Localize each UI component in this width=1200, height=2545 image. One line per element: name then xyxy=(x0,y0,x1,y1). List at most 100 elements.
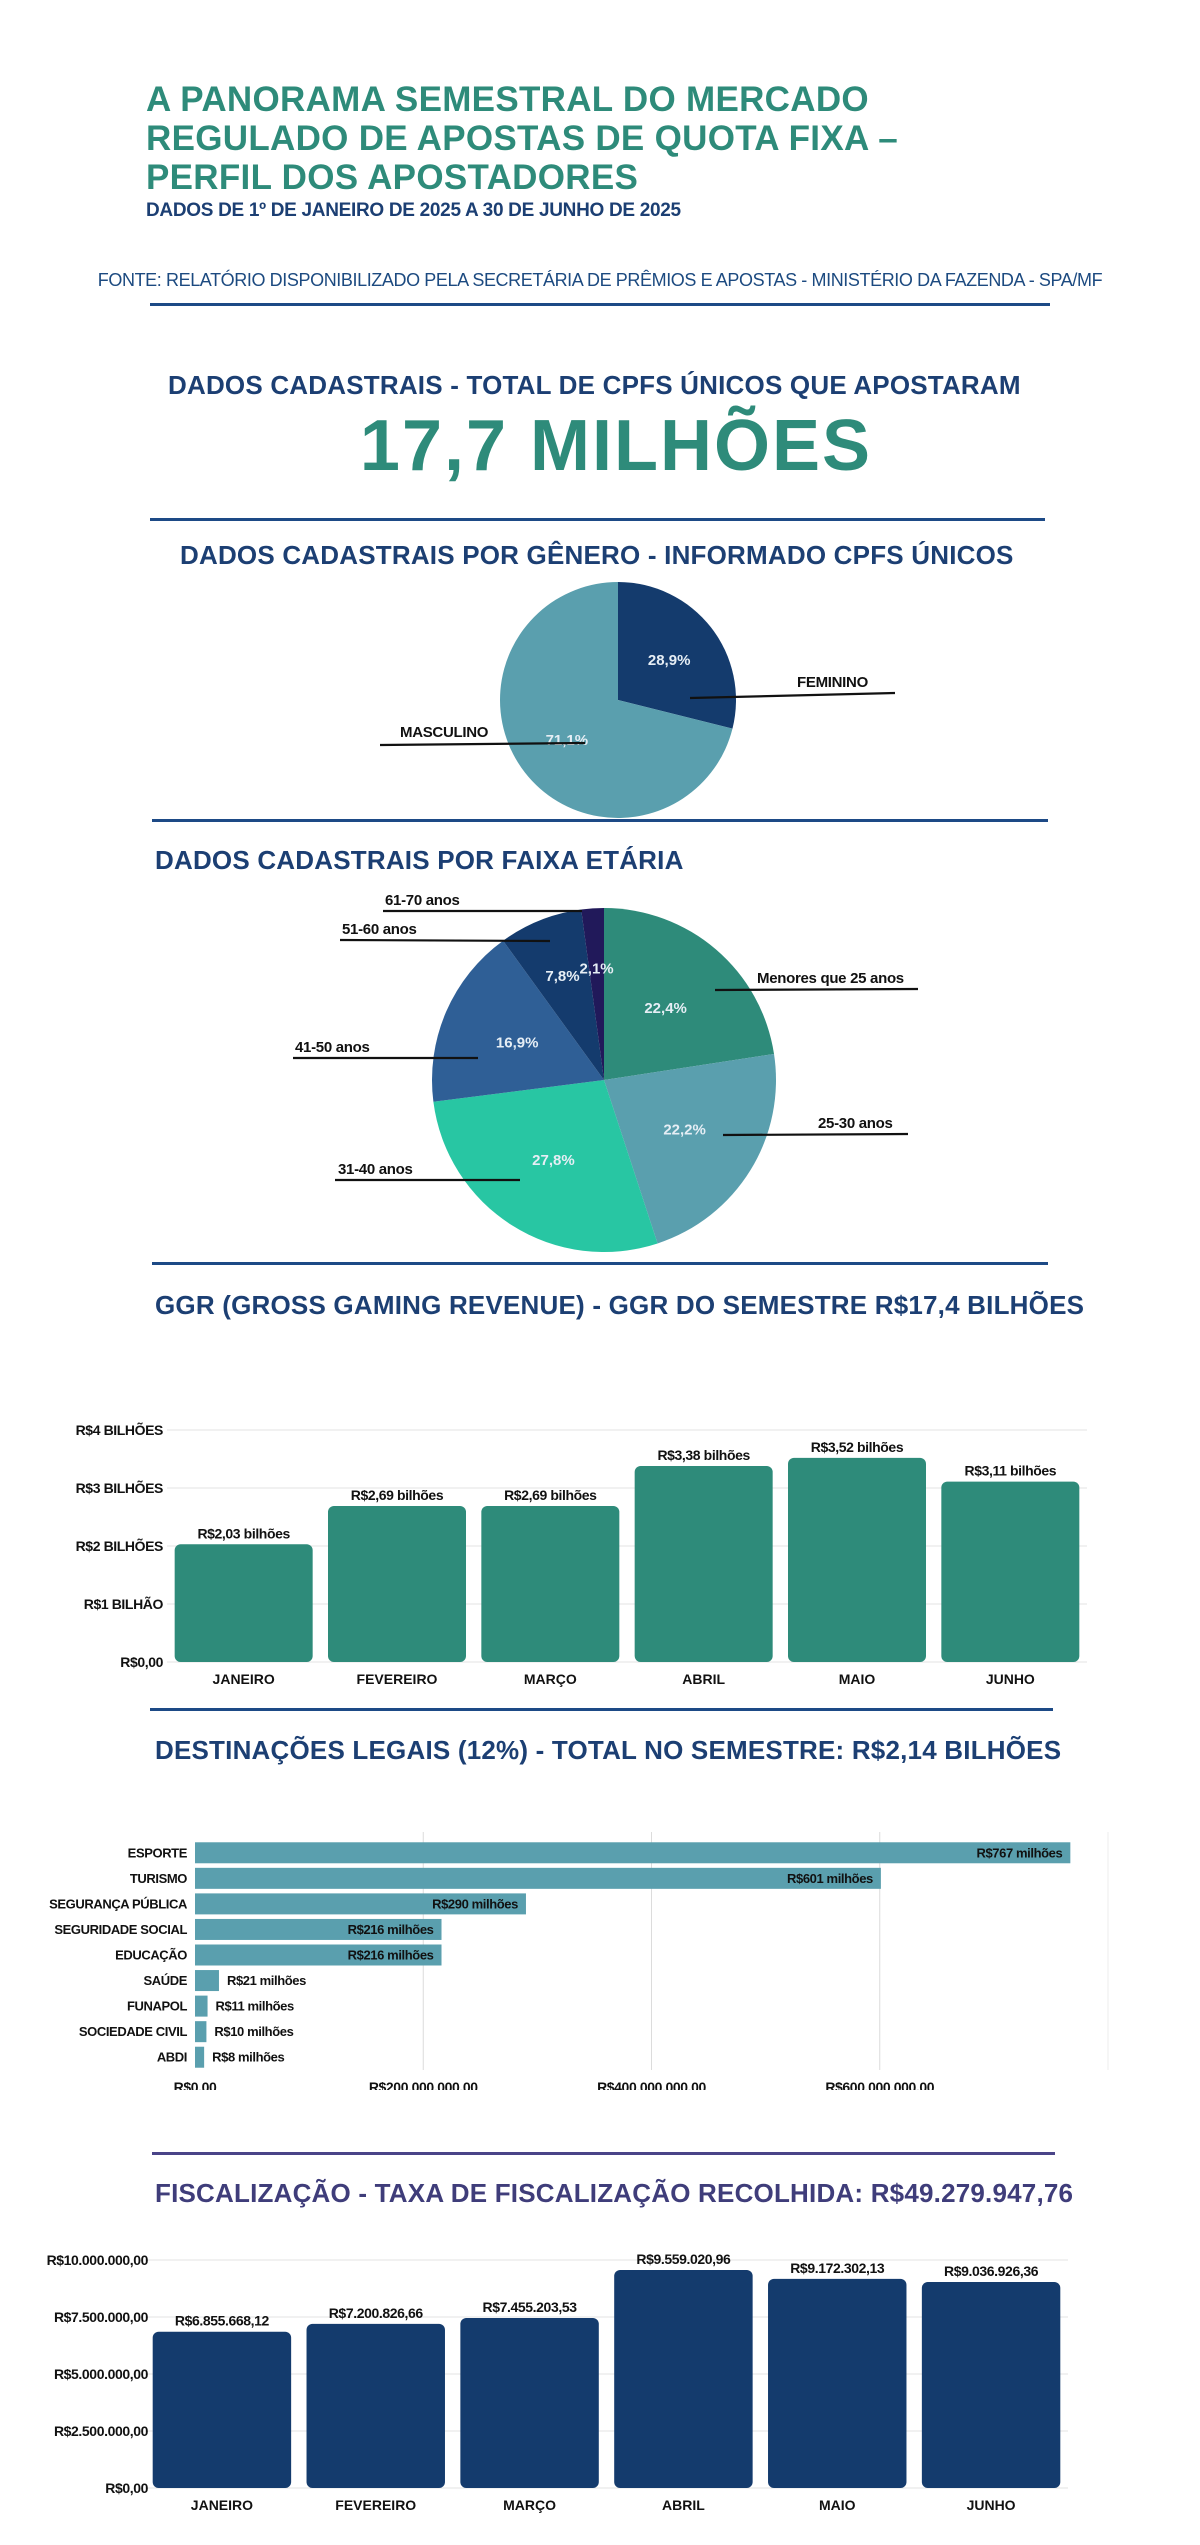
bar-abril xyxy=(634,1465,773,1662)
bar-marco xyxy=(481,1505,620,1662)
pie-slice-feminino xyxy=(618,582,736,729)
pie-value-label: 22,4% xyxy=(644,1000,687,1017)
bar-value-label: R$10 milhões xyxy=(214,2024,293,2039)
y-tick-label: R$3 BILHÕES xyxy=(76,1479,163,1496)
x-tick-label: JANEIRO xyxy=(191,2497,253,2513)
bar-value-label: R$3,52 bilhões xyxy=(811,1439,904,1455)
leader-line xyxy=(689,691,896,700)
x-tick-label: R$600.000.000,00 xyxy=(825,2079,934,2090)
pie-category-label: 61-70 anos xyxy=(385,892,460,909)
divider xyxy=(152,2152,1055,2155)
y-tick-label: R$0,00 xyxy=(120,1654,163,1670)
bar-value-label: R$7.200.826,66 xyxy=(329,2305,424,2321)
bar-fevereiro xyxy=(306,2323,445,2488)
x-tick-label: MAIO xyxy=(839,1671,876,1687)
bar-value-label: R$290 milhões xyxy=(432,1896,518,1911)
destinacoes-heading: DESTINAÇÕES LEGAIS (12%) - TOTAL NO SEME… xyxy=(155,1735,1062,1765)
y-category-label: ESPORTE xyxy=(128,1845,188,1860)
bar-value-label: R$216 milhões xyxy=(348,1948,434,1963)
x-tick-label: R$0,00 xyxy=(174,2079,217,2090)
x-tick-label: MARÇO xyxy=(503,2497,556,2513)
bar-abril xyxy=(614,2270,753,2488)
bar-value-label: R$2,69 bilhões xyxy=(351,1487,444,1503)
y-tick-label: R$4 BILHÕES xyxy=(76,1421,163,1438)
pie-slice-41-50-anos xyxy=(432,940,604,1102)
bar-maio xyxy=(768,2278,907,2488)
bar-value-label: R$767 milhões xyxy=(976,1845,1062,1860)
pie-category-label: 25-30 anos xyxy=(818,1115,893,1132)
y-category-label: SAÚDE xyxy=(143,1973,187,1988)
bar-saude xyxy=(195,1970,219,1992)
x-tick-label: R$400.000.000,00 xyxy=(597,2079,706,2090)
leader-line xyxy=(714,987,919,992)
pie-value-label: 28,9% xyxy=(648,652,691,669)
bar-value-label: R$7.455.203,53 xyxy=(483,2299,578,2315)
y-tick-label: R$10.000.000,00 xyxy=(47,2252,149,2268)
title-line-2: REGULADO DE APOSTAS DE QUOTA FIXA – xyxy=(146,119,899,158)
y-category-label: SEGURANÇA PÚBLICA xyxy=(49,1896,188,1911)
pie-category-label: 31-40 anos xyxy=(338,1161,413,1178)
bar-value-label: R$8 milhões xyxy=(212,2050,284,2065)
x-tick-label: ABRIL xyxy=(662,2497,705,2513)
y-tick-label: R$2 BILHÕES xyxy=(76,1537,163,1554)
bar-educacao xyxy=(195,1944,442,1966)
cadastro-heading: DADOS CADASTRAIS - TOTAL DE CPFS ÚNICOS … xyxy=(168,370,1021,400)
bar-value-label: R$9.559.020,96 xyxy=(636,2251,731,2267)
y-category-label: FUNAPOL xyxy=(127,1999,187,2014)
bar-maio xyxy=(788,1457,926,1662)
bar-janeiro xyxy=(174,1544,313,1662)
divider xyxy=(152,819,1048,822)
report-subtitle: DADOS DE 1º DE JANEIRO DE 2025 A 30 DE J… xyxy=(146,200,681,221)
divider xyxy=(150,518,1045,521)
divider xyxy=(150,303,1050,306)
y-tick-label: R$2.500.000,00 xyxy=(54,2423,149,2439)
pie-category-label: Menores que 25 anos xyxy=(757,970,904,987)
bar-value-label: R$21 milhões xyxy=(227,1973,306,1988)
pie-value-label: 22,2% xyxy=(663,1122,706,1139)
pie-value-label: 2,1% xyxy=(579,960,613,977)
bar-value-label: R$2,69 bilhões xyxy=(504,1487,597,1503)
age-heading: DADOS CADASTRAIS POR FAIXA ETÁRIA xyxy=(155,845,684,875)
x-tick-label: JANEIRO xyxy=(213,1671,275,1687)
title-line-1: A PANORAMA SEMESTRAL DO MERCADO xyxy=(146,80,869,119)
title-line-3: PERFIL DOS APOSTADORES xyxy=(146,158,639,197)
age-pie-chart: 22,4% Menores que 25 anos 22,2% 25-30 anos 2… xyxy=(293,892,919,1252)
x-tick-label: R$200.000.000,00 xyxy=(369,2079,478,2090)
pie-slice-menores-que-25-anos xyxy=(604,908,775,1080)
y-tick-label: R$5.000.000,00 xyxy=(54,2366,149,2382)
bar-esporte xyxy=(195,1842,1071,1864)
divider xyxy=(152,1262,1048,1265)
pie-slice-25-30-anos xyxy=(604,1053,776,1244)
y-category-label: ABDI xyxy=(157,2050,187,2065)
pie-value-label: 16,9% xyxy=(496,1034,539,1051)
fiscalizacao-bar-chart: R$0,00 R$2.500.000,00 R$5.000.000,00 R$7.50… xyxy=(47,2251,1068,2513)
bar-value-label: R$6.855.668,12 xyxy=(175,2313,270,2329)
bar-junho xyxy=(941,1481,1080,1662)
bar-junho xyxy=(921,2281,1061,2488)
bar-sociedade-civil xyxy=(195,2021,207,2043)
pie-category-label: 41-50 anos xyxy=(295,1039,370,1056)
report-source: FONTE: RELATÓRIO DISPONIBILIZADO PELA SE… xyxy=(97,270,1103,290)
pie-slice-masculino xyxy=(499,582,733,818)
bar-value-label: R$3,38 bilhões xyxy=(657,1447,750,1463)
pie-category-label: MASCULINO xyxy=(400,724,489,741)
bar-seguridade-social xyxy=(195,1918,442,1940)
x-tick-label: FEVEREIRO xyxy=(357,1671,438,1687)
report-title: A PANORAMA SEMESTRAL DO MERCADO REGULADO… xyxy=(146,80,1046,197)
x-tick-label: JUNHO xyxy=(986,1671,1035,1687)
destinacoes-bar-chart: R$0,00 R$200.000.000,00 R$400.000.000,00 R$… xyxy=(49,1832,1109,2090)
pie-slice-31-40-anos xyxy=(433,1080,658,1252)
leader-line xyxy=(339,938,551,943)
pie-value-label: 27,8% xyxy=(532,1152,575,1169)
bar-value-label: R$3,11 bilhões xyxy=(964,1463,1056,1479)
pie-value-label: 71,1% xyxy=(546,732,589,749)
gender-pie-chart: 28,9% FEMININO 71,1% MASCULINO xyxy=(379,582,896,818)
cadastro-total: 17,7 MILHÕES xyxy=(359,406,873,486)
bar-funapol xyxy=(195,1995,208,2017)
pie-category-label: FEMININO xyxy=(797,674,869,691)
ggr-bar-chart: R$0,00 R$1 BILHÃO R$2 BILHÕES R$3 BILHÕES R$… xyxy=(76,1421,1087,1687)
bar-marco xyxy=(460,2318,599,2488)
leader-line xyxy=(379,741,586,747)
x-tick-label: ABRIL xyxy=(682,1671,725,1687)
bar-value-label: R$216 milhões xyxy=(348,1922,434,1937)
